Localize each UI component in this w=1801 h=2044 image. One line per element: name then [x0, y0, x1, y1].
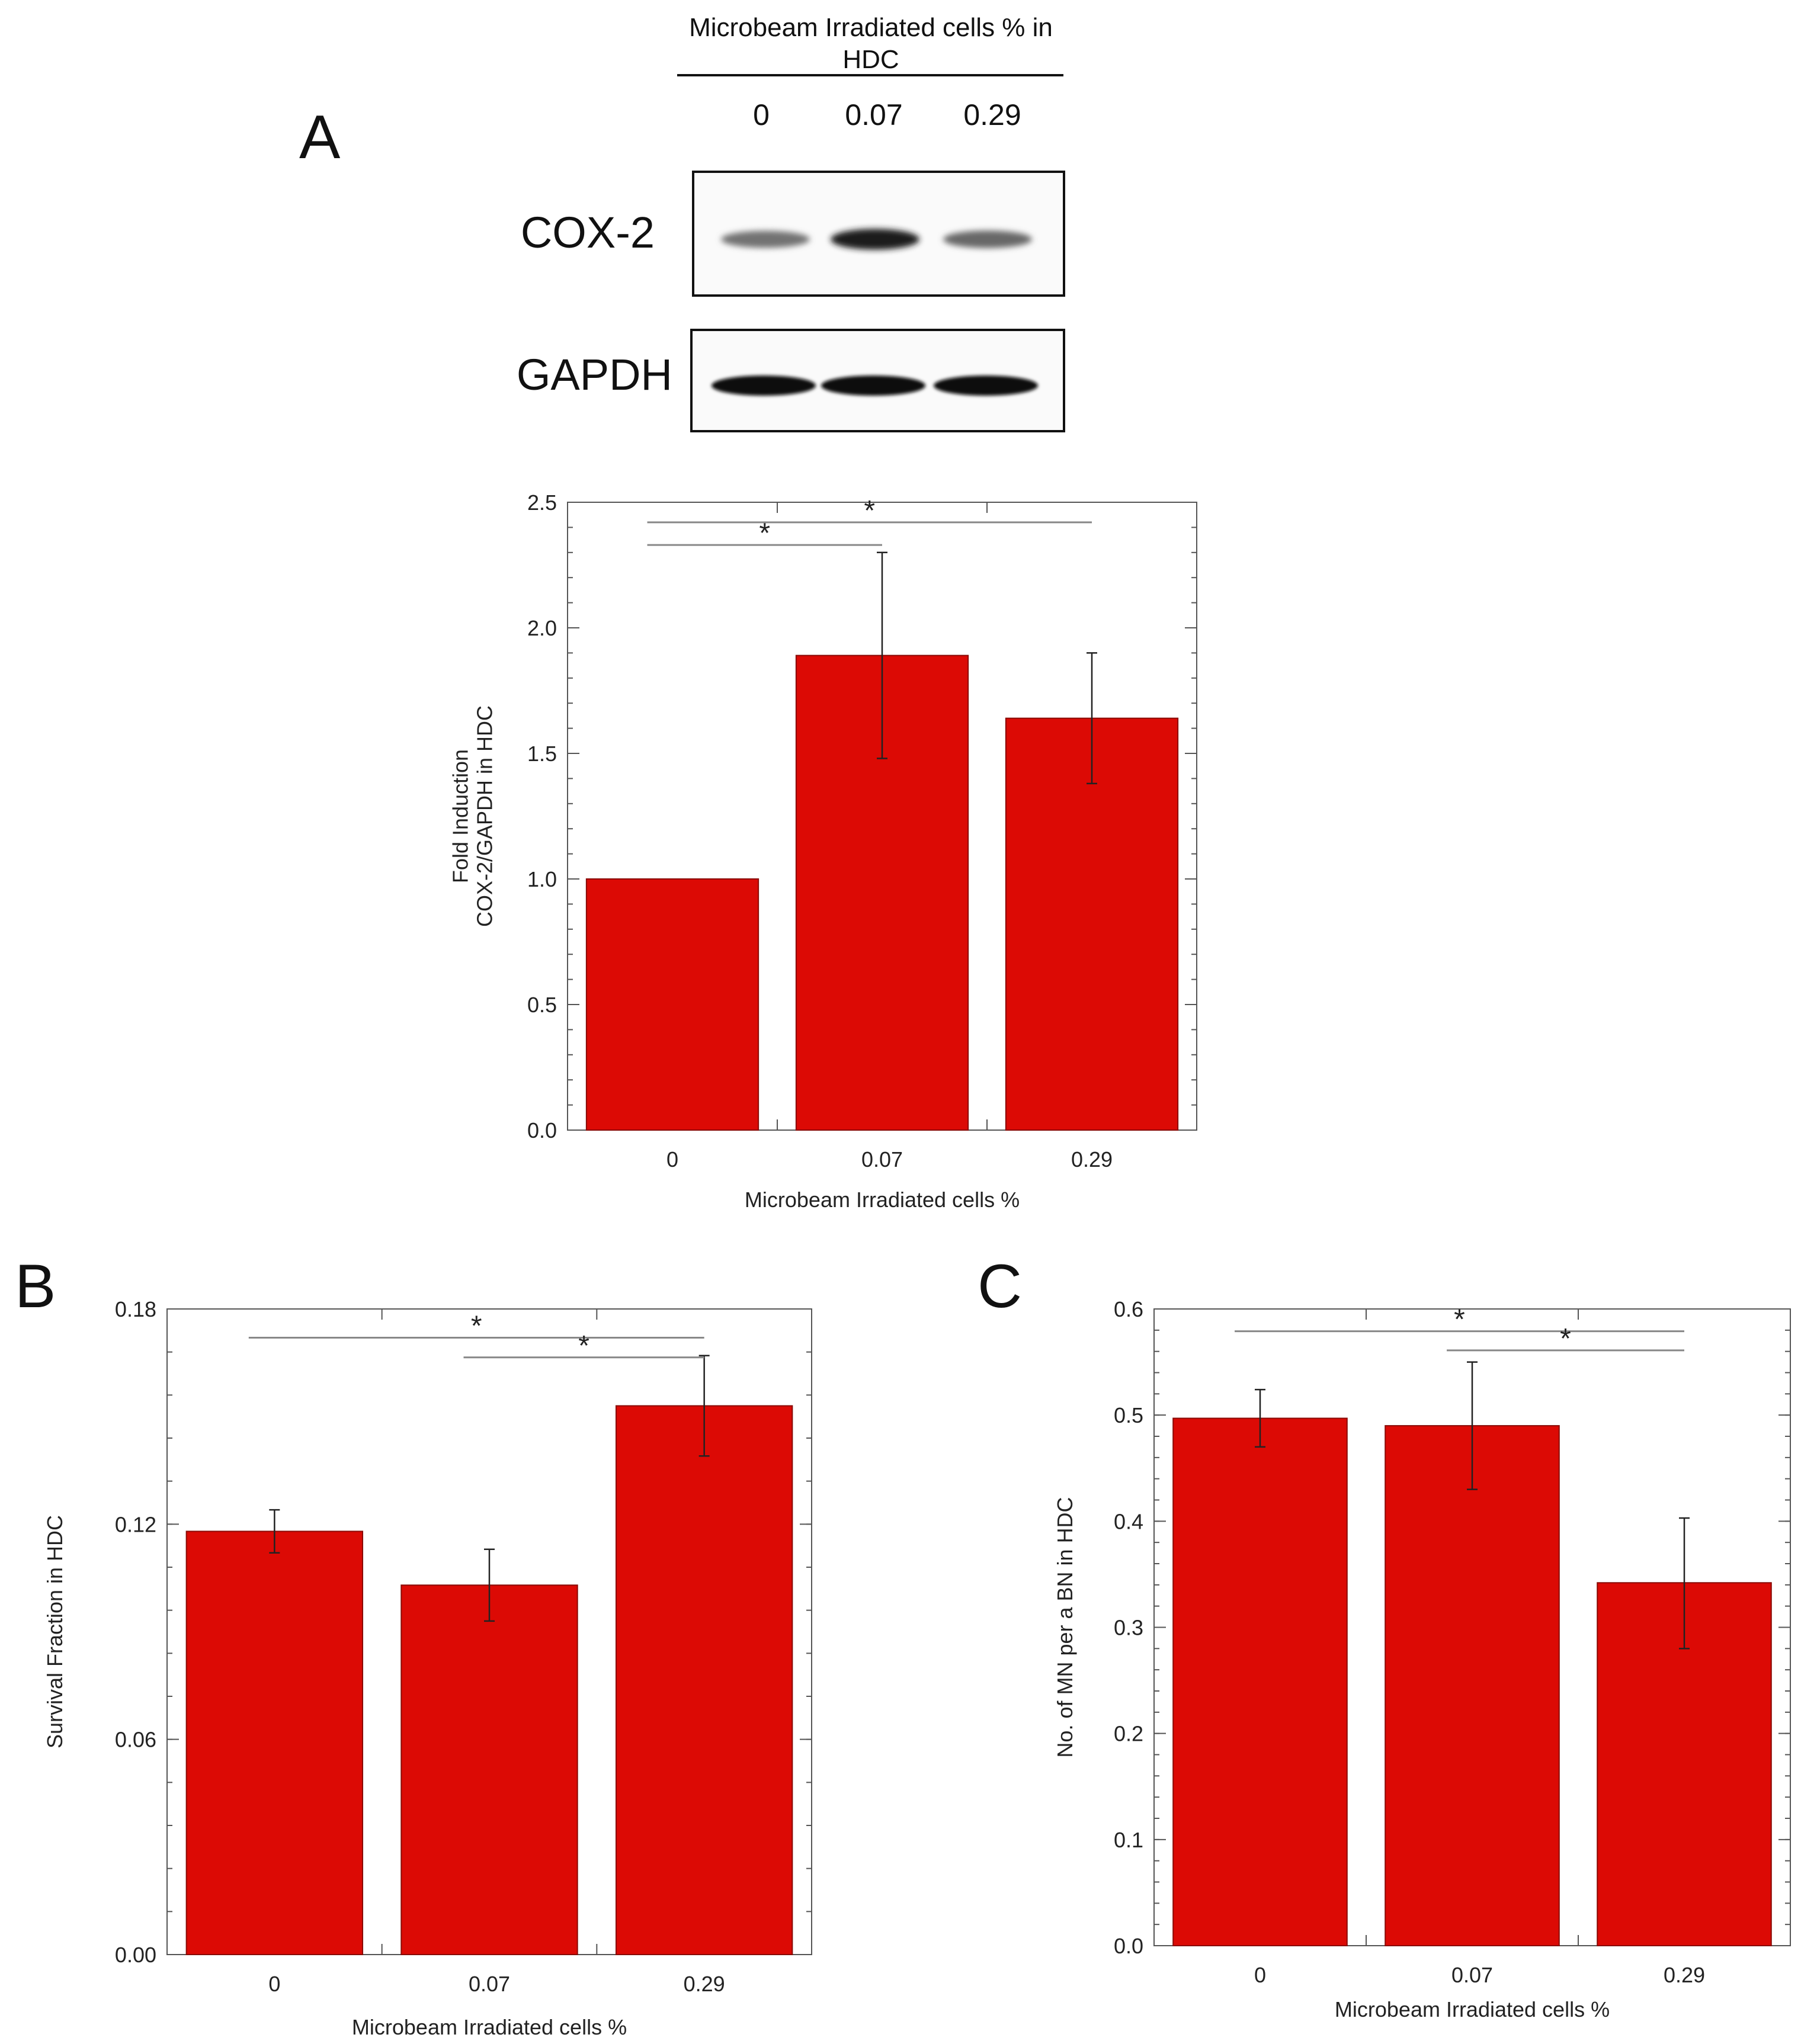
x-axis-label: Microbeam Irradiated cells %: [352, 2015, 627, 2037]
x-tick-label: 0.29: [684, 1972, 725, 1996]
y-tick-label: 0.2: [1114, 1722, 1143, 1746]
blot-header: Microbeam Irradiated cells % in HDC: [689, 13, 1053, 74]
y-tick-label: 0.0: [1114, 1934, 1143, 1958]
chart-c: 0.0 0.1 0.2 0.3 0.4 0.5 0.6 0 0.07 0.29 * * Microbea…: [1053, 1297, 1791, 2020]
significance-star: *: [578, 1330, 589, 1362]
y-tick-label: 0.18: [115, 1297, 156, 1321]
blot-header-rule: [677, 74, 1063, 76]
y-tick-label: 2.5: [527, 490, 557, 515]
x-tick-label: 0.07: [469, 1972, 510, 1996]
x-tick-label: 0.07: [1451, 1963, 1493, 1987]
blot-band-cox2: [943, 230, 1032, 248]
significance-star: *: [1560, 1323, 1571, 1355]
x-tick-label: 0: [1254, 1963, 1266, 1987]
y-tick-label: 0.6: [1114, 1297, 1143, 1321]
bar: [1385, 1425, 1560, 1947]
bar: [585, 878, 760, 1131]
significance-star: *: [864, 495, 875, 527]
y-tick-label: 0.00: [115, 1943, 156, 1967]
blot-band-cox2: [721, 230, 810, 248]
y-axis-label: No. of MN per a BN in HDC: [1053, 1497, 1077, 1757]
chart-a: 0.0 0.5 1.0 1.5 2.0 2.5 0 0.07 0.29 * * Microbeam I…: [448, 490, 1197, 1212]
blot-band-cox2: [831, 229, 919, 250]
y-tick-label: 0.0: [527, 1118, 557, 1143]
x-tick-label: 0.07: [861, 1147, 903, 1172]
lane-label-007: 0.07: [845, 98, 903, 131]
x-axis-label: Microbeam Irradiated cells %: [1335, 1997, 1610, 2020]
bar: [400, 1584, 578, 1955]
band-label-cox2: COX-2: [520, 208, 655, 257]
x-tick-label: 0.29: [1071, 1147, 1113, 1172]
blot-image-cox2: [692, 171, 1065, 297]
band-label-gapdh: GAPDH: [516, 350, 672, 399]
y-axis-label: Fold Induction: [448, 749, 472, 883]
y-tick-label: 0.3: [1114, 1616, 1143, 1640]
significance-star: *: [471, 1310, 482, 1342]
y-tick-label: 0.12: [115, 1512, 156, 1536]
lane-label-029: 0.29: [963, 98, 1021, 131]
y-tick-label: 0.1: [1114, 1828, 1143, 1852]
chart-b: 0.00 0.06 0.12 0.18 0 0.07 0.29 * * Microbeam Irr…: [43, 1297, 812, 2037]
bar: [1172, 1417, 1348, 1946]
significance-star: *: [759, 518, 770, 549]
y-tick-label: 1.0: [527, 867, 557, 891]
blot-image-gapdh: [690, 329, 1065, 432]
y-tick-label: 0.5: [527, 993, 557, 1017]
bar: [185, 1530, 364, 1955]
x-tick-label: 0.29: [1664, 1963, 1705, 1987]
y-tick-label: 0.4: [1114, 1509, 1143, 1533]
panel-letter-c: C: [978, 1252, 1023, 1321]
significance-star: *: [1454, 1304, 1465, 1336]
x-axis-label: Microbeam Irradiated cells %: [745, 1188, 1020, 1212]
y-axis-label: Survival Fraction in HDC: [43, 1515, 67, 1748]
blot-band-gapdh: [712, 376, 816, 396]
y-tick-label: 0.5: [1114, 1403, 1143, 1427]
y-tick-label: 2.0: [527, 616, 557, 640]
lane-label-0: 0: [753, 98, 770, 131]
blot-band-gapdh: [821, 376, 925, 396]
panel-letter-a: A: [299, 103, 341, 172]
x-tick-label: 0: [268, 1972, 280, 1996]
y-tick-label: 0.06: [115, 1728, 156, 1752]
x-tick-label: 0: [666, 1147, 678, 1172]
y-axis-label: COX-2/GAPDH in HDC: [473, 705, 497, 927]
blot-band-gapdh: [934, 376, 1038, 396]
y-tick-label: 1.5: [527, 742, 557, 766]
panel-letter-b: B: [15, 1252, 56, 1321]
bar: [615, 1405, 793, 1955]
